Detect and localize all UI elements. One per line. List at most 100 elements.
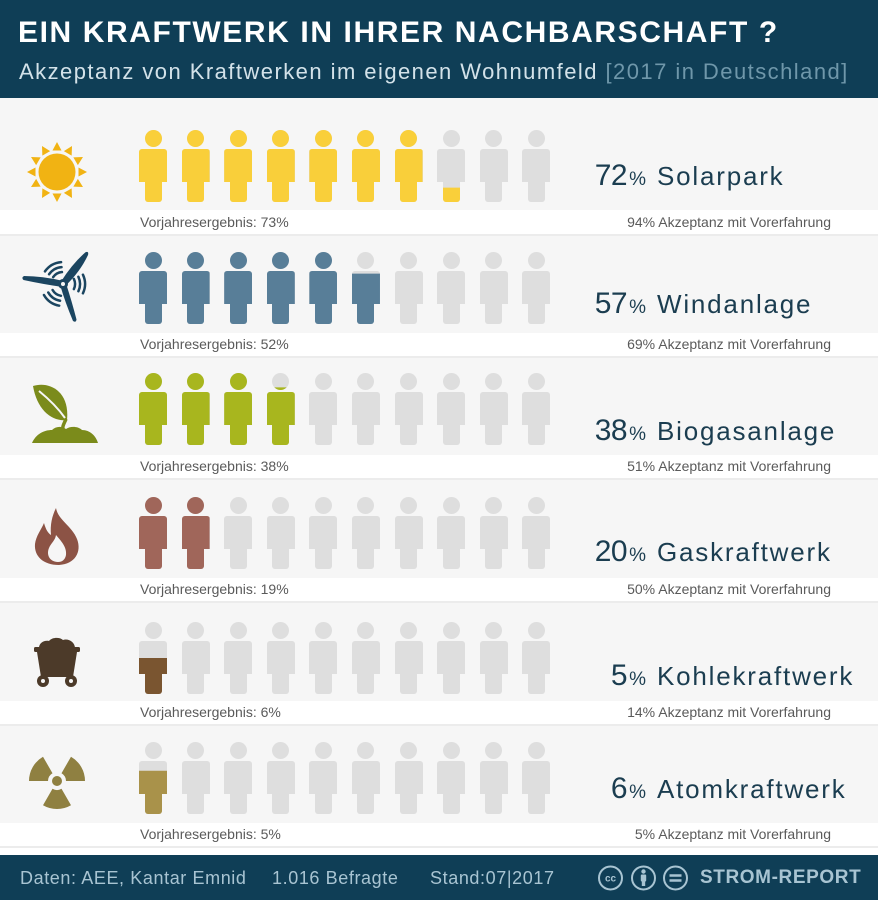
person-torso (522, 271, 551, 304)
person-icon (139, 373, 167, 445)
person-head (144, 497, 162, 514)
person-torso (266, 641, 295, 674)
person-base (266, 497, 295, 569)
respondent-count: 1.016 Befragte (272, 868, 399, 888)
person-legs (187, 549, 205, 569)
person-torso (266, 149, 295, 182)
row-main: 20% Gaskraftwerk (0, 480, 878, 578)
person-legs (272, 425, 290, 445)
person-torso (351, 516, 380, 549)
person-base (437, 252, 466, 324)
person-icon (394, 252, 423, 324)
person-legs (400, 304, 418, 324)
person-legs (229, 549, 247, 569)
person-head (272, 252, 290, 269)
person-base (224, 622, 253, 694)
person-head (527, 373, 545, 390)
person-icon (309, 373, 338, 445)
person-legs (485, 674, 503, 694)
person-icon (479, 373, 508, 445)
row-main: 6% Atomkraftwerk (0, 726, 878, 823)
row-atomkraftwerk: 6% Atomkraftwerk Vorjahresergebnis: 5% 5… (0, 726, 878, 848)
page-title: EIN KRAFTWERK IN IHRER NACHBARSCHAFT ? (18, 16, 779, 49)
person-base (394, 742, 423, 814)
person-head (485, 373, 503, 390)
person-fill (224, 252, 253, 324)
person-base (479, 622, 508, 694)
row-footnotes: Vorjahresergebnis: 73% 94% Akzeptanz mit… (0, 210, 878, 234)
person-icon (139, 252, 167, 324)
row-footnotes: Vorjahresergebnis: 52% 69% Akzeptanz mit… (0, 333, 878, 356)
percent-sign: % (629, 782, 646, 803)
person-icon (394, 742, 423, 814)
person-legs (442, 794, 460, 814)
person-torso (224, 392, 253, 425)
person-icon (437, 742, 466, 814)
person-torso (479, 392, 508, 425)
person-icon (309, 252, 338, 324)
person-torso (351, 761, 380, 794)
plant-type-label: Windanlage (657, 289, 813, 319)
person-head (527, 130, 545, 147)
person-fill (181, 252, 210, 324)
person-icon (394, 497, 423, 569)
person-head (314, 622, 332, 639)
person-legs (314, 304, 332, 324)
percent-value: 6 (610, 772, 628, 805)
percent-value: 5 (610, 659, 628, 692)
person-fill (181, 130, 210, 202)
person-base (224, 742, 253, 814)
person-fill (266, 130, 295, 202)
cc-icon: cc (598, 865, 623, 891)
person-icon (437, 252, 466, 324)
person-icon (351, 622, 380, 694)
person-legs (314, 794, 332, 814)
radiation-icon (29, 756, 85, 810)
person-head (314, 130, 332, 147)
person-icon (522, 742, 551, 814)
percent-sign: % (629, 424, 646, 445)
person-pictogram (139, 252, 551, 324)
person-legs (187, 674, 205, 694)
acceptance-with-experience: 5% Akzeptanz mit Vorerfahrung (634, 826, 831, 842)
person-head (400, 497, 418, 514)
person-torso (181, 392, 210, 425)
row-footnotes: Vorjahresergebnis: 19% 50% Akzeptanz mit… (0, 578, 878, 601)
person-fill (139, 252, 167, 324)
no-derivatives-icon (663, 865, 688, 891)
person-legs (272, 182, 290, 202)
person-icon (351, 497, 380, 569)
person-torso (139, 770, 167, 794)
person-base (181, 622, 210, 694)
person-legs (144, 425, 162, 445)
person-fill (139, 658, 167, 694)
person-base (351, 497, 380, 569)
person-legs (527, 304, 545, 324)
percent-sign: % (629, 297, 646, 318)
plant-type-label: Biogasanlage (657, 416, 837, 446)
person-torso (522, 641, 551, 674)
person-head (442, 622, 460, 639)
person-head (187, 373, 205, 390)
person-legs (442, 674, 460, 694)
person-base (309, 497, 338, 569)
person-head (400, 252, 418, 269)
person-legs (400, 182, 418, 202)
acceptance-rows: 72% Solarpark Vorjahresergebnis: 73% 94%… (0, 98, 878, 848)
person-head (314, 497, 332, 514)
wind-turbine-icon (22, 251, 89, 322)
person-head (272, 622, 290, 639)
person-head (314, 742, 332, 759)
mine-cart-icon (34, 637, 80, 687)
person-legs (400, 674, 418, 694)
person-torso (522, 761, 551, 794)
person-legs (442, 425, 460, 445)
percent-value: 38 (594, 414, 628, 447)
person-head (272, 387, 290, 390)
person-legs (314, 674, 332, 694)
person-legs (485, 549, 503, 569)
person-fill (181, 373, 210, 445)
person-head (485, 622, 503, 639)
person-head (187, 130, 205, 147)
person-head (272, 497, 290, 514)
